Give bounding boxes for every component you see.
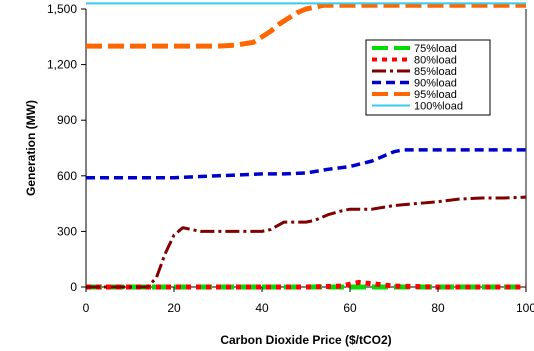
ticks-layer: 0 300 600 900 1,200 1,500 0 20 40 60 80 100 [47,2,534,315]
legend: 75%load80%load85%load90%load95%load100%l… [365,39,491,116]
y-tick-label: 300 [57,224,77,238]
y-tick-label: 900 [57,113,77,127]
legend-label: 100%load [414,101,463,113]
legend-label: 80%load [414,55,457,67]
x-tick-label: 80 [431,301,445,315]
x-tick-label: 0 [83,301,90,315]
x-tick-label: 60 [343,301,357,315]
y-tick-label: 600 [57,169,77,183]
x-axis-title: Carbon Dioxide Price ($/tCO2) [220,333,391,347]
x-tick-label: 20 [167,301,181,315]
y-axis-title: Generation (MW) [24,100,38,196]
series-line-85pct-load [86,195,527,289]
y-tick-label: 1,500 [47,2,77,16]
y-tick-label: 1,200 [47,58,77,72]
legend-box [365,39,491,116]
x-tick-label: 40 [255,301,269,315]
x-tick-label: 100 [516,301,534,315]
legend-label: 85%load [414,66,457,78]
legend-label: 95%load [414,89,457,101]
y-tick-label: 0 [70,280,77,294]
legend-label: 90%load [414,78,457,90]
legend-label: 75%load [414,43,457,55]
series-line-90pct-load [86,148,526,180]
series-line-95pct-load [86,2,526,49]
